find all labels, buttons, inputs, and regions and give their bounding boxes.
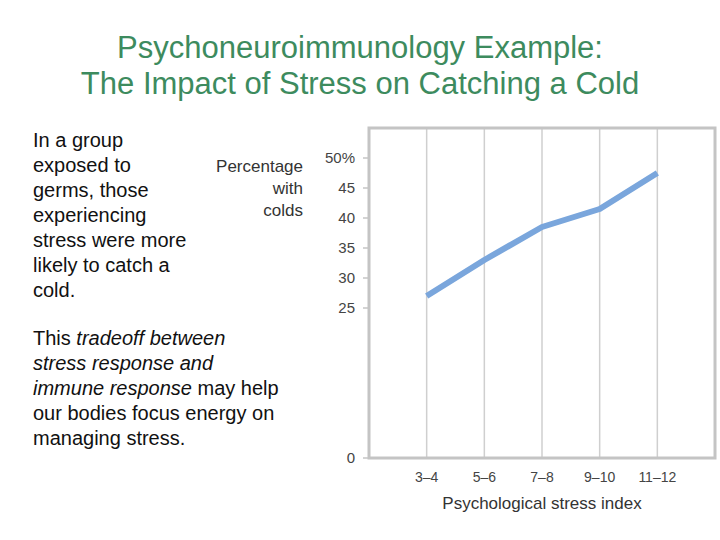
- annotation: This tradeoff between stress response an…: [33, 326, 283, 451]
- x-tick-label: 5–6: [473, 469, 497, 485]
- x-tick-label: 7–8: [530, 469, 554, 485]
- y-tick: [363, 457, 369, 459]
- x-tick-label: 3–4: [415, 469, 439, 485]
- grid-line: [484, 128, 486, 458]
- y-tick-label: 45: [338, 179, 355, 196]
- y-tick-label: 0: [347, 449, 355, 466]
- y-tick-label: 30: [338, 269, 355, 286]
- x-tick-label: 11–12: [638, 469, 676, 485]
- data-line: [427, 173, 658, 296]
- y-tick: [363, 187, 369, 189]
- y-tick: [363, 247, 369, 249]
- y-tick-label: 25: [338, 299, 355, 316]
- y-tick: [363, 217, 369, 219]
- x-tick-label: 9–10: [584, 469, 615, 485]
- chart: 0 25 30 35 40 45 50% 3–4 5–6 7–8 9–10 11–12 Psycholo…: [0, 0, 720, 540]
- y-axis-label: Percentagewithcolds: [216, 157, 303, 220]
- grid-line: [599, 128, 601, 458]
- x-axis-label: Psychological stress index: [442, 494, 642, 513]
- annotation: In a group exposed to germs, those exper…: [33, 128, 191, 303]
- series-group: [427, 173, 658, 296]
- y-tick-label: 35: [338, 239, 355, 256]
- plot-frame: [369, 128, 715, 458]
- y-tick-label: 40: [338, 209, 355, 226]
- grid-line: [541, 128, 543, 458]
- grid-line: [657, 128, 659, 458]
- y-tick-label: 50%: [325, 149, 355, 166]
- y-tick: [363, 307, 369, 309]
- y-tick: [363, 157, 369, 159]
- title: Psychoneuroimmunology Example: The Impac…: [0, 30, 720, 102]
- annotation-part: This: [33, 327, 76, 349]
- y-tick: [363, 277, 369, 279]
